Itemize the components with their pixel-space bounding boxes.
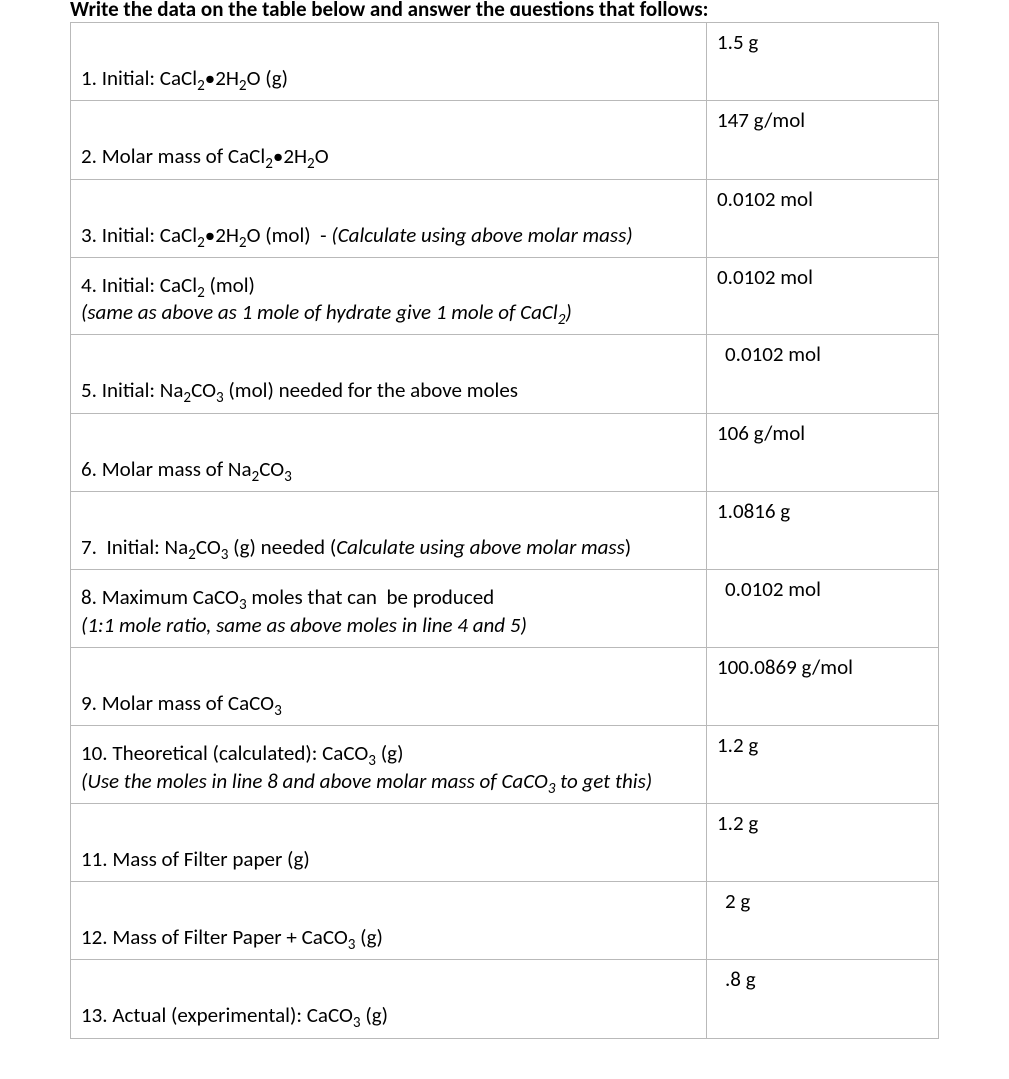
row-label: 2. Molar mass of CaCl2•2H2O	[71, 101, 707, 179]
row-label-text: 8. Maximum CaCO3 moles that can be produ…	[81, 584, 696, 639]
row-label-text: 6. Molar mass of Na2CO3	[81, 456, 696, 483]
table-row: 5. Initial: Na2CO3 (mol) needed for the …	[71, 335, 939, 413]
data-table-body: 1. Initial: CaCl2•2H2O (g) 1.5 g 2. Molar …	[71, 23, 939, 1039]
row-value-text: 147 g/mol	[717, 107, 928, 134]
row-label: 9. Molar mass of CaCO3	[71, 647, 707, 725]
row-value-text: 1.0816 g	[717, 498, 928, 525]
table-row: 1. Initial: CaCl2•2H2O (g) 1.5 g	[71, 23, 939, 101]
row-label-text: 10. Theoretical (calculated): CaCO3 (g)(…	[81, 740, 696, 795]
row-label: 8. Maximum CaCO3 moles that can be produ…	[71, 570, 707, 648]
row-label-text: 1. Initial: CaCl2•2H2O (g)	[81, 65, 696, 92]
row-value: 0.0102 mol	[707, 257, 939, 335]
row-label: 7. Initial: Na2CO3 (g) needed (Calculate…	[71, 492, 707, 570]
row-value-text: 1.2 g	[717, 732, 928, 759]
data-table: 1. Initial: CaCl2•2H2O (g) 1.5 g 2. Molar …	[70, 22, 939, 1039]
row-label-text: 12. Mass of Filter Paper + CaCO3 (g)	[81, 924, 696, 951]
row-label-text: 5. Initial: Na2CO3 (mol) needed for the …	[81, 377, 696, 404]
row-value: 1.2 g	[707, 803, 939, 881]
row-value: 2 g	[707, 882, 939, 960]
table-row: 11. Mass of Filter paper (g) 1.2 g	[71, 803, 939, 881]
row-value: 1.0816 g	[707, 492, 939, 570]
row-value-text: 1.2 g	[717, 810, 928, 837]
row-value: 1.2 g	[707, 726, 939, 804]
row-label: 1. Initial: CaCl2•2H2O (g)	[71, 23, 707, 101]
row-label-text: 4. Initial: CaCl2 (mol)(same as above as…	[81, 272, 696, 327]
row-label: 13. Actual (experimental): CaCO3 (g)	[71, 960, 707, 1038]
table-row: 7. Initial: Na2CO3 (g) needed (Calculate…	[71, 492, 939, 570]
row-value: 100.0869 g/mol	[707, 647, 939, 725]
row-label: 11. Mass of Filter paper (g)	[71, 803, 707, 881]
row-label-text: 3. Initial: CaCl2•2H2O (mol) - (Calculat…	[81, 222, 696, 249]
row-value: 0.0102 mol	[707, 179, 939, 257]
row-label-text: 11. Mass of Filter paper (g)	[81, 846, 696, 873]
row-value: 147 g/mol	[707, 101, 939, 179]
row-value-text: .8 g	[717, 966, 928, 993]
row-value: .8 g	[707, 960, 939, 1038]
row-label: 5. Initial: Na2CO3 (mol) needed for the …	[71, 335, 707, 413]
row-label-text: 13. Actual (experimental): CaCO3 (g)	[81, 1002, 696, 1029]
row-value-text: 100.0869 g/mol	[717, 654, 928, 681]
row-label-text: 7. Initial: Na2CO3 (g) needed (Calculate…	[81, 534, 696, 561]
row-value-text: 1.5 g	[717, 29, 928, 56]
row-value-text: 2 g	[717, 888, 928, 915]
table-row: 3. Initial: CaCl2•2H2O (mol) - (Calculat…	[71, 179, 939, 257]
row-value-text: 0.0102 mol	[717, 186, 928, 213]
table-row: 2. Molar mass of CaCl2•2H2O 147 g/mol	[71, 101, 939, 179]
page: Write the data on the table below and an…	[0, 0, 1009, 1079]
row-value: 1.5 g	[707, 23, 939, 101]
row-value-text: 106 g/mol	[717, 420, 928, 447]
table-row: 10. Theoretical (calculated): CaCO3 (g)(…	[71, 726, 939, 804]
row-label-text: 2. Molar mass of CaCl2•2H2O	[81, 143, 696, 170]
table-row: 12. Mass of Filter Paper + CaCO3 (g) 2 g	[71, 882, 939, 960]
table-row: 4. Initial: CaCl2 (mol)(same as above as…	[71, 257, 939, 335]
table-row: 8. Maximum CaCO3 moles that can be produ…	[71, 570, 939, 648]
row-label: 4. Initial: CaCl2 (mol)(same as above as…	[71, 257, 707, 335]
row-label: 6. Molar mass of Na2CO3	[71, 413, 707, 491]
row-value-text: 0.0102 mol	[717, 264, 928, 291]
heading-crop: Write the data on the table below and an…	[70, 0, 939, 16]
table-row: 13. Actual (experimental): CaCO3 (g) .8 g	[71, 960, 939, 1038]
row-label: 3. Initial: CaCl2•2H2O (mol) - (Calculat…	[71, 179, 707, 257]
row-value: 0.0102 mol	[707, 570, 939, 648]
row-value: 106 g/mol	[707, 413, 939, 491]
table-row: 9. Molar mass of CaCO3 100.0869 g/mol	[71, 647, 939, 725]
row-label: 12. Mass of Filter Paper + CaCO3 (g)	[71, 882, 707, 960]
table-row: 6. Molar mass of Na2CO3 106 g/mol	[71, 413, 939, 491]
row-value: 0.0102 mol	[707, 335, 939, 413]
row-label: 10. Theoretical (calculated): CaCO3 (g)(…	[71, 726, 707, 804]
row-value-text: 0.0102 mol	[717, 576, 928, 603]
row-label-text: 9. Molar mass of CaCO3	[81, 690, 696, 717]
row-value-text: 0.0102 mol	[717, 341, 928, 368]
page-heading: Write the data on the table below and an…	[70, 0, 708, 16]
